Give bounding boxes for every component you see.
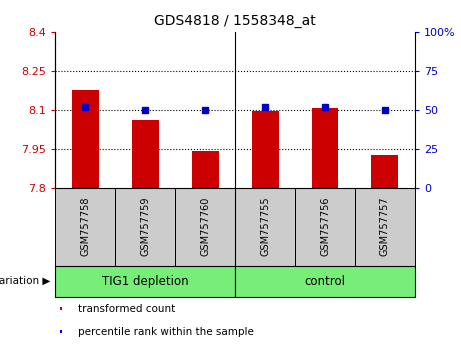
- Bar: [55, 188, 115, 266]
- Bar: [235, 266, 415, 297]
- Text: GSM757756: GSM757756: [320, 197, 330, 256]
- Text: percentile rank within the sample: percentile rank within the sample: [78, 327, 254, 337]
- Bar: [175, 188, 235, 266]
- Text: GSM757757: GSM757757: [380, 197, 390, 256]
- Text: GSM757758: GSM757758: [80, 197, 90, 256]
- Bar: [72, 90, 99, 188]
- Text: GSM757755: GSM757755: [260, 197, 270, 256]
- Bar: [132, 120, 159, 188]
- Bar: [55, 266, 235, 297]
- Text: GSM757759: GSM757759: [140, 197, 150, 256]
- Text: GSM757760: GSM757760: [200, 197, 210, 256]
- Bar: [252, 111, 278, 188]
- Text: TIG1 depletion: TIG1 depletion: [102, 275, 189, 288]
- Bar: [355, 188, 415, 266]
- Text: control: control: [305, 275, 345, 288]
- Title: GDS4818 / 1558348_at: GDS4818 / 1558348_at: [154, 14, 316, 28]
- Text: genotype/variation ▶: genotype/variation ▶: [0, 276, 51, 286]
- Bar: [235, 188, 295, 266]
- Bar: [312, 108, 338, 188]
- Bar: [372, 155, 398, 188]
- Bar: [295, 188, 355, 266]
- Text: transformed count: transformed count: [78, 304, 176, 314]
- Bar: [192, 151, 219, 188]
- Bar: [115, 188, 175, 266]
- Bar: [60, 330, 62, 333]
- Bar: [60, 307, 62, 310]
